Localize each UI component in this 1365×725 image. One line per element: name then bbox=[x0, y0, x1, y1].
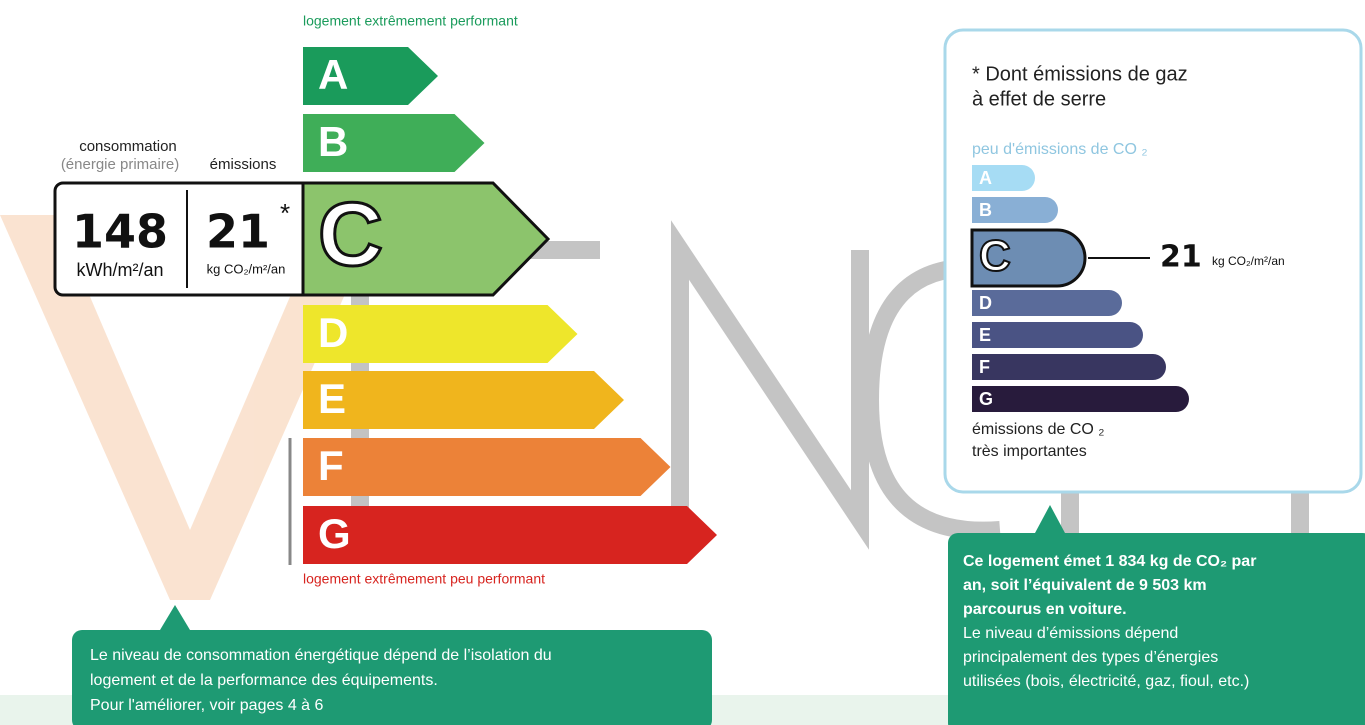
note-line: Le niveau de consommation énergétique dé… bbox=[90, 647, 552, 664]
climate-bottom-caption: très importantes bbox=[972, 443, 1087, 460]
class-letter: F bbox=[318, 442, 344, 489]
note-line: utilisées (bois, électricité, gaz, fioul… bbox=[963, 673, 1249, 690]
note-line: Pour l'améliorer, voir pages 4 à 6 bbox=[90, 697, 324, 714]
class-letter: A bbox=[979, 168, 992, 188]
class-arrow bbox=[303, 47, 438, 105]
class-bar bbox=[972, 322, 1143, 348]
watermark-v bbox=[0, 215, 380, 600]
climate-top-caption: peu d'émissions de CO ₂ bbox=[972, 141, 1148, 158]
class-letter: A bbox=[318, 51, 348, 98]
class-letter: C bbox=[979, 232, 1011, 281]
class-bar bbox=[972, 197, 1058, 223]
callout bbox=[948, 533, 1365, 725]
class-arrow bbox=[303, 305, 578, 363]
note-line: Le niveau d’émissions dépend bbox=[963, 625, 1178, 642]
consumption-value: 148 bbox=[72, 205, 168, 259]
class-bar bbox=[972, 290, 1122, 316]
note-line-bold: an, soit l’équivalent de 9 503 km bbox=[963, 577, 1207, 594]
callout bbox=[72, 630, 712, 725]
bottom-caption: logement extrêmement peu performant bbox=[303, 571, 545, 587]
class-letter: G bbox=[318, 510, 351, 557]
class-arrow bbox=[303, 371, 624, 429]
consumption-label: consommation bbox=[79, 138, 177, 155]
climate-value: 21 bbox=[1160, 240, 1202, 275]
climate-title: à effet de serre bbox=[972, 88, 1106, 110]
class-bar bbox=[972, 354, 1166, 380]
note-line: logement et de la performance des équipe… bbox=[90, 672, 438, 689]
note-line-bold: Ce logement émet 1 834 kg de CO₂ par bbox=[963, 553, 1256, 570]
emissions-unit: kg CO₂/m²/an bbox=[207, 261, 286, 276]
class-arrow bbox=[303, 114, 485, 172]
emissions-value: 21 bbox=[206, 205, 270, 259]
class-bar bbox=[972, 386, 1189, 412]
note-line: principalement des types d’énergies bbox=[963, 649, 1218, 666]
class-arrow bbox=[303, 438, 671, 496]
callout-pointer bbox=[160, 605, 190, 630]
class-letter: E bbox=[318, 375, 346, 422]
class-arrow bbox=[303, 506, 717, 564]
class-letter: B bbox=[979, 200, 992, 220]
climate-unit: kg CO₂/m²/an bbox=[1212, 254, 1285, 268]
class-letter: D bbox=[318, 309, 348, 356]
callout-pointer bbox=[1035, 505, 1065, 533]
note-line-bold: parcourus en voiture. bbox=[963, 601, 1127, 618]
class-bar bbox=[970, 228, 1087, 288]
consumption-unit: kWh/m²/an bbox=[76, 260, 163, 280]
climate-title: * Dont émissions de gaz bbox=[972, 63, 1188, 85]
class-arrow bbox=[301, 181, 551, 297]
emissions-label: émissions bbox=[210, 156, 277, 173]
asterisk: * bbox=[280, 198, 290, 228]
class-letter: C bbox=[318, 185, 383, 285]
class-letter: B bbox=[318, 118, 348, 165]
class-letter: G bbox=[979, 389, 993, 409]
top-caption: logement extrêmement performant bbox=[303, 13, 518, 29]
class-bar bbox=[972, 165, 1035, 191]
climate-bottom-caption: émissions de CO ₂ bbox=[972, 421, 1104, 438]
class-letter: D bbox=[979, 293, 992, 313]
class-letter: E bbox=[979, 325, 991, 345]
class-letter: F bbox=[979, 357, 990, 377]
consumption-sub: (énergie primaire) bbox=[61, 156, 179, 173]
